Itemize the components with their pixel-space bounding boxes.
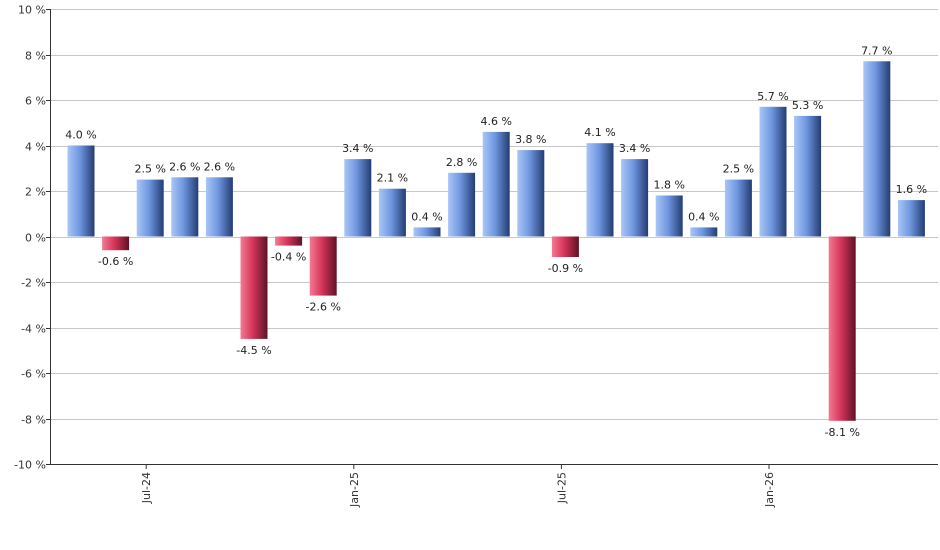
bar — [67, 145, 95, 237]
y-tick-label: 6 % — [25, 95, 46, 108]
y-tick-label: -6 % — [21, 368, 46, 381]
y-tick-label: 0 % — [25, 232, 46, 245]
bar-value-label: 0.4 % — [411, 210, 442, 223]
y-axis: 10 % 8 % 6 % 4 % 2 % 0 % -2 % -4 % -6 % -8 % -10 % — [14, 4, 51, 472]
bar-value-label: 7.7 % — [861, 44, 892, 57]
bar-value-label: 3.4 % — [619, 142, 650, 155]
bar-value-label: -2.6 % — [305, 301, 340, 314]
bar — [794, 115, 822, 237]
bar — [448, 172, 476, 237]
bar — [344, 159, 372, 237]
bar — [690, 227, 718, 237]
y-tick-label: -2 % — [21, 277, 46, 290]
bar — [378, 188, 406, 237]
bar — [655, 195, 683, 237]
y-tick-label: 8 % — [25, 50, 46, 63]
bar — [621, 159, 649, 237]
bar-value-label: 3.8 % — [515, 133, 546, 146]
bar — [136, 179, 164, 237]
gridlines — [50, 9, 938, 465]
bar — [724, 179, 752, 237]
bar — [482, 131, 510, 237]
bar — [275, 236, 303, 246]
bar-value-label: -0.6 % — [98, 255, 133, 268]
bar-value-label: 4.0 % — [65, 129, 96, 142]
y-tick-label: 10 % — [18, 4, 46, 17]
bar — [586, 143, 614, 237]
y-tick-label: -8 % — [21, 414, 46, 427]
bars — [67, 61, 925, 421]
bar-value-label: 2.5 % — [134, 163, 165, 176]
bar-value-label: 4.6 % — [480, 115, 511, 128]
bar-value-label: 3.4 % — [342, 142, 373, 155]
bar — [828, 236, 856, 421]
bar — [309, 236, 337, 296]
x-tick-label: Jul-24 — [140, 472, 153, 504]
y-tick-label: -10 % — [14, 459, 46, 472]
bar-value-label: 2.5 % — [723, 163, 754, 176]
bar — [413, 227, 441, 237]
bar-value-label: 1.6 % — [896, 183, 927, 196]
bar — [171, 177, 199, 237]
data-labels: 4.0 % -0.6 % 2.5 % 2.6 % 2.6 % -4.5 % -0.4 % -2… — [65, 44, 927, 439]
bar — [759, 106, 787, 237]
bar-value-label: 2.6 % — [169, 160, 200, 173]
x-tick-label: Jan-25 — [348, 472, 361, 508]
x-axis: Jul-24 Jan-25 Jul-25 Jan-26 — [50, 464, 938, 508]
bar — [205, 177, 233, 237]
bar-value-label: 0.4 % — [688, 210, 719, 223]
bar — [551, 236, 579, 257]
bar — [240, 236, 268, 339]
bar-value-label: 5.3 % — [792, 99, 823, 112]
bar-value-label: 2.6 % — [204, 160, 235, 173]
x-tick-label: Jan-26 — [763, 472, 776, 508]
bar-value-label: -4.5 % — [236, 344, 271, 357]
y-tick-label: 2 % — [25, 186, 46, 199]
bar — [102, 236, 130, 251]
x-tick-label: Jul-25 — [555, 472, 568, 504]
bar-value-label: -0.4 % — [271, 251, 306, 264]
bar-value-label: 1.8 % — [653, 179, 684, 192]
bar-value-label: -0.9 % — [548, 262, 583, 275]
bar — [863, 61, 891, 237]
bar-value-label: 2.1 % — [377, 172, 408, 185]
bar-value-label: 5.7 % — [757, 90, 788, 103]
bar-value-label: 2.8 % — [446, 156, 477, 169]
y-tick-label: -4 % — [21, 323, 46, 336]
bar-value-label: 4.1 % — [584, 126, 615, 139]
bar — [517, 150, 545, 237]
bar-value-label: -8.1 % — [824, 426, 859, 439]
bar — [897, 200, 925, 237]
y-tick-label: 4 % — [25, 141, 46, 154]
